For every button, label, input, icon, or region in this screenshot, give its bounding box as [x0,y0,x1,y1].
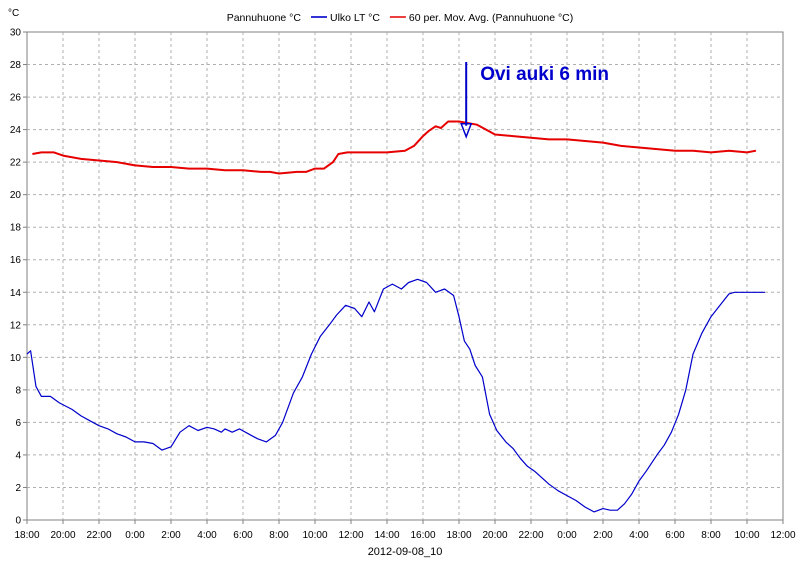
x-tick-label: 2:00 [593,530,613,541]
x-tick-label: 12:00 [770,530,795,541]
y-tick-label: 4 [15,450,21,461]
x-tick-label: 10:00 [734,530,759,541]
y-tick-label: 22 [10,158,22,169]
annotation-arrow-head [460,122,473,139]
y-tick-label: 6 [15,418,21,429]
legend-label: 60 per. Mov. Avg. (Pannuhuone °C) [409,12,573,24]
x-tick-label: 12:00 [338,530,363,541]
y-tick-label: 20 [10,190,22,201]
y-tick-label: 14 [10,288,22,299]
x-tick-label: 10:00 [302,530,327,541]
x-tick-label: 18:00 [14,530,39,541]
x-tick-label: 22:00 [518,530,543,541]
x-tick-label: 20:00 [482,530,507,541]
annotation-layer: Ovi auki 6 min [460,62,609,139]
x-tick-label: 6:00 [233,530,253,541]
x-tick-label: 0:00 [125,530,145,541]
y-tick-label: 30 [10,28,22,39]
x-tick-label: 4:00 [197,530,217,541]
y-tick-label: 8 [15,385,21,396]
x-tick-label: 2:00 [161,530,181,541]
legend-label: Pannuhuone °C [227,12,302,24]
y-tick-label: 12 [10,320,22,331]
plot-area [26,31,784,521]
y-tick-label: 10 [10,353,22,364]
legend: Pannuhuone °C Ulko LT °C 60 per. Mov. Avg.… [227,12,574,24]
y-tick-label: 18 [10,223,22,234]
x-tick-label: 6:00 [665,530,685,541]
x-tick-label: 8:00 [269,530,289,541]
y-tick-label: 2 [15,483,21,494]
series-line [26,278,765,513]
legend-item: Pannuhuone °C [227,12,302,24]
y-tick-label: 26 [10,93,22,104]
legend-item: Ulko LT °C [311,12,380,24]
x-tick-label: 4:00 [629,530,649,541]
annotation-text: Ovi auki 6 min [480,64,609,85]
x-tick-label: 0:00 [557,530,577,541]
legend-label: Ulko LT °C [330,12,380,24]
x-tick-label: 20:00 [50,530,75,541]
x-axis: 18:00 20:00 22:00 0:00 2:00 4:00 6:00 8:00 10:00… [14,520,796,541]
x-tick-label: 14:00 [374,530,399,541]
y-tick-label: 24 [10,125,22,136]
y-tick-label: 16 [10,255,22,266]
legend-item: 60 per. Mov. Avg. (Pannuhuone °C) [389,12,573,24]
grid [27,32,783,520]
y-tick-label: 0 [15,516,21,527]
x-tick-label: 16:00 [410,530,435,541]
series-layer [26,120,765,513]
series-line [32,120,757,175]
x-axis-label: 2012-09-08_10 [368,546,443,558]
y-tick-label: 28 [10,60,22,71]
x-tick-label: 22:00 [86,530,111,541]
x-tick-label: 18:00 [446,530,471,541]
y-unit-label: °C [8,8,19,19]
x-tick-label: 8:00 [701,530,721,541]
